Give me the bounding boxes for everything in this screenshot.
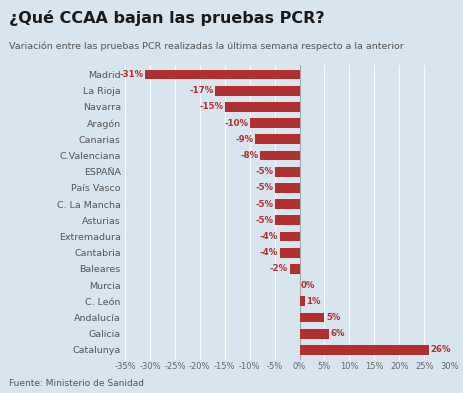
Bar [280,248,300,257]
Bar [300,296,305,306]
Bar [280,231,300,241]
Text: 5%: 5% [326,313,340,322]
Bar [289,264,300,274]
Bar [300,312,325,322]
Bar [145,70,300,79]
Text: Variación entre las pruebas PCR realizadas la última semana respecto a la anteri: Variación entre las pruebas PCR realizad… [9,41,404,51]
Text: -8%: -8% [240,151,258,160]
Bar [250,118,300,128]
Text: Fuente: Ministerio de Sanidad: Fuente: Ministerio de Sanidad [9,379,144,388]
Text: 6%: 6% [331,329,345,338]
Text: -15%: -15% [199,103,223,112]
Bar [215,86,300,95]
Text: -2%: -2% [270,264,288,274]
Text: ¿Qué CCAA bajan las pruebas PCR?: ¿Qué CCAA bajan las pruebas PCR? [9,10,325,26]
Bar [260,151,300,160]
Bar [255,134,300,144]
Text: 26%: 26% [431,345,451,354]
Text: -5%: -5% [255,216,273,225]
Text: -10%: -10% [224,119,248,128]
Text: -31%: -31% [119,70,144,79]
Bar [275,199,300,209]
Text: -5%: -5% [255,167,273,176]
Text: -17%: -17% [189,86,213,95]
Text: -4%: -4% [260,232,278,241]
Bar [275,183,300,193]
Text: -9%: -9% [235,135,253,144]
Text: -5%: -5% [255,184,273,193]
Bar [300,329,330,338]
Text: -5%: -5% [255,200,273,209]
Text: -4%: -4% [260,248,278,257]
Bar [275,215,300,225]
Text: 1%: 1% [306,297,320,306]
Text: 0%: 0% [301,281,315,290]
Bar [275,167,300,176]
Bar [300,345,429,355]
Bar [225,102,300,112]
